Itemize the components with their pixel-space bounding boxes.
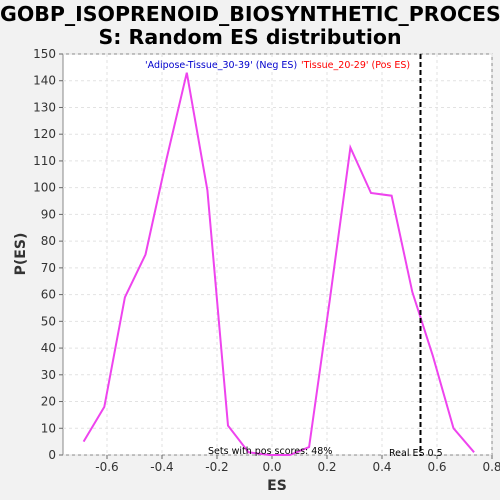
y-tick-label: 50 [41, 314, 56, 328]
chart-title-line-2: S: Random ES distribution [98, 25, 402, 49]
x-axis: -0.6 -0.4 -0.2 0.0 0.2 0.4 0.6 0.8 [95, 455, 500, 474]
y-tick-label: 0 [48, 448, 56, 462]
y-axis: 0 10 20 30 40 50 60 70 80 90 100 110 120 130 140 150 [33, 47, 63, 462]
x-axis-label: ES [267, 478, 287, 494]
y-tick-label: 120 [33, 127, 56, 141]
y-tick-label: 90 [41, 207, 56, 221]
y-tick-label: 110 [33, 154, 56, 168]
y-tick-label: 60 [41, 288, 56, 302]
legend-pos-es: 'Tissue_20-29' (Pos ES) [301, 60, 410, 71]
y-axis-label: P(ES) [13, 233, 29, 276]
plot-area [62, 53, 493, 456]
es-distribution-line [82, 72, 475, 456]
y-tick-label: 30 [41, 368, 56, 382]
pos-scores-label: Sets with pos scores: 48% [208, 446, 332, 457]
legend-neg-es: 'Adipose-Tissue_30-39' (Neg ES) [145, 60, 297, 71]
grid [63, 53, 493, 456]
y-tick-label: 80 [41, 234, 56, 248]
y-tick-label: 130 [33, 100, 56, 114]
x-tick-label: -0.6 [95, 460, 118, 474]
x-tick-label: 0.4 [372, 460, 391, 474]
x-tick-label: 0.8 [482, 460, 500, 474]
x-tick-label: -0.4 [150, 460, 173, 474]
x-tick-label: 0.0 [262, 460, 281, 474]
x-tick-label: -0.2 [205, 460, 228, 474]
y-tick-label: 150 [33, 47, 56, 61]
y-tick-label: 10 [41, 421, 56, 435]
y-tick-label: 20 [41, 395, 56, 409]
real-es-label: Real ES 0.5 [389, 448, 443, 459]
y-tick-label: 140 [33, 74, 56, 88]
x-tick-label: 0.6 [427, 460, 446, 474]
chart-title-line-1: GOBP_ISOPRENOID_BIOSYNTHETIC_PROCES [0, 2, 500, 26]
x-tick-label: 0.2 [317, 460, 336, 474]
y-tick-label: 100 [33, 181, 56, 195]
y-tick-label: 70 [41, 261, 56, 275]
y-tick-label: 40 [41, 341, 56, 355]
